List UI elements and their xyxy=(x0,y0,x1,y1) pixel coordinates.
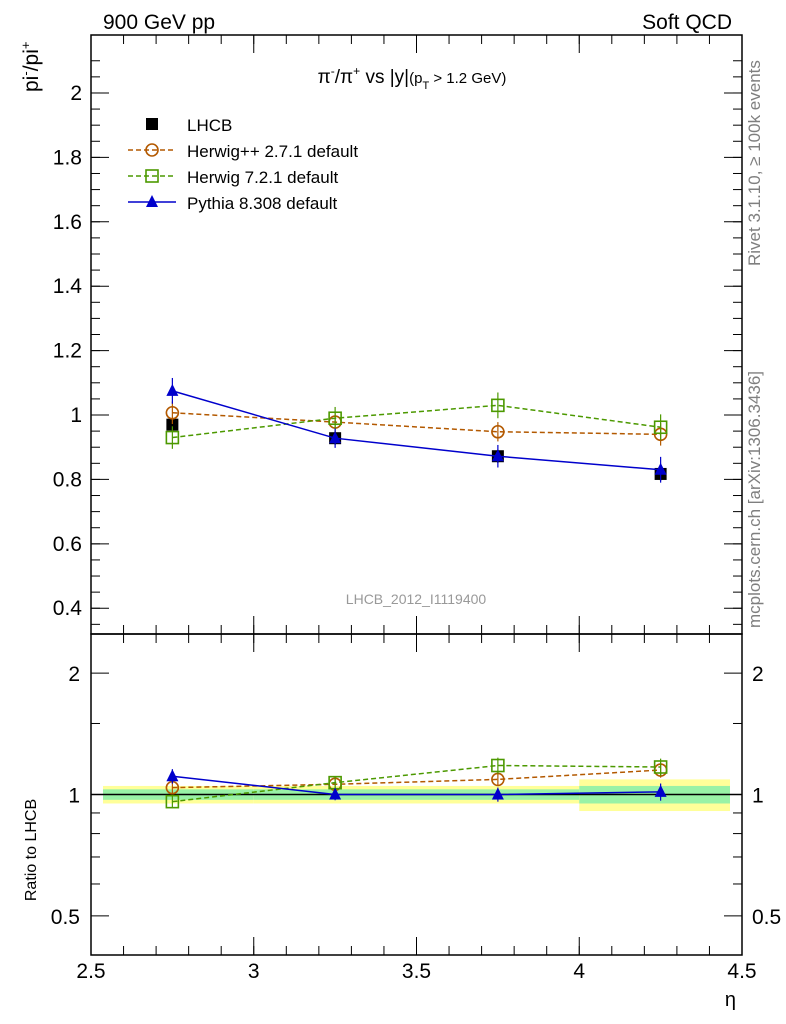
data-point xyxy=(166,418,179,431)
header-left: 900 GeV pp xyxy=(103,11,215,34)
ratio-series-line xyxy=(172,764,661,803)
main-y-tick-label: 0.6 xyxy=(53,533,82,556)
ratio-point xyxy=(329,787,342,800)
x-tick-label: 4 xyxy=(573,960,585,983)
ratio-y-tick-label: 2 xyxy=(68,663,80,686)
series-point xyxy=(329,431,342,444)
header-right: Soft QCD xyxy=(642,11,732,34)
x-tick-label: 4.5 xyxy=(727,960,756,983)
ratio-point xyxy=(165,794,180,809)
series-point xyxy=(654,462,667,475)
main-y-label-text: pi-/pi+ xyxy=(18,42,43,92)
main-y-tick-label: 0.8 xyxy=(53,468,82,491)
legend: LHCB Herwig++ 2.7.1 default Herwig 7.2.1 d… xyxy=(128,116,358,213)
main-y-tick-label: 1 xyxy=(70,404,82,427)
ratio-point xyxy=(166,769,179,782)
legend-label: Herwig 7.2.1 default xyxy=(187,168,338,187)
series-line xyxy=(172,404,661,439)
series-point xyxy=(328,411,342,426)
ratio-y-tick-label-right: 1 xyxy=(752,785,764,808)
series-point xyxy=(165,430,180,445)
ratio-point xyxy=(654,784,667,797)
series-point xyxy=(166,383,179,396)
legend-marker xyxy=(145,143,159,157)
axes-layer: 2.5 3 3.5 4 4.5 0.4 0.6 0.8 1 1.2 1.4 1.6 1.8 2 0.5 0.5… xyxy=(51,34,781,983)
main-y-tick-label: 2 xyxy=(70,82,82,105)
main-y-tick-label: 1.4 xyxy=(53,275,83,298)
chart-title: π-/π+ vs |y|(pT > 1.2 GeV) xyxy=(318,64,507,92)
main-y-tick-label: 0.4 xyxy=(53,597,83,620)
legend-marker xyxy=(146,195,158,207)
series-point xyxy=(491,398,505,413)
series-layer xyxy=(165,377,668,809)
legend-marker-data xyxy=(146,118,158,130)
legend-label: Herwig++ 2.7.1 default xyxy=(187,142,358,161)
x-tick-label: 3.5 xyxy=(402,960,431,983)
series-line xyxy=(172,412,661,436)
series-point xyxy=(491,449,504,462)
x-tick-label: 3 xyxy=(248,960,260,983)
analysis-watermark: LHCB_2012_I1119400 xyxy=(346,591,487,607)
ratio-point xyxy=(491,787,504,800)
legend-label: Pythia 8.308 default xyxy=(187,194,338,213)
main-y-tick-label: 1.2 xyxy=(53,340,82,363)
mcplots-label: mcplots.cern.ch [arXiv:1306.3436] xyxy=(745,371,764,628)
ratio-y-tick-label: 0.5 xyxy=(51,906,80,929)
main-y-tick-label: 1.6 xyxy=(53,211,82,234)
series-point xyxy=(491,424,505,439)
ratio-point xyxy=(491,758,505,773)
x-tick-label: 2.5 xyxy=(76,960,105,983)
ratio-point xyxy=(653,760,668,774)
series-line xyxy=(172,390,661,471)
x-axis-label: η xyxy=(725,989,736,1011)
legend-label-data: LHCB xyxy=(187,116,232,135)
rivet-version-label: Rivet 3.1.10, ≥ 100k events xyxy=(745,60,764,266)
main-y-axis-label: pi-/pi+ xyxy=(18,42,43,92)
ratio-y-tick-label-right: 0.5 xyxy=(752,906,781,929)
ratio-series-line xyxy=(172,775,661,796)
ratio-y-tick-label-right: 2 xyxy=(752,663,764,686)
ratio-y-axis-label: Ratio to LHCB xyxy=(23,799,40,901)
ratio-y-tick-label: 1 xyxy=(68,785,80,808)
legend-marker xyxy=(145,169,159,183)
series-point xyxy=(165,405,180,420)
series-point xyxy=(653,420,668,435)
main-y-tick-label: 1.8 xyxy=(53,146,82,169)
